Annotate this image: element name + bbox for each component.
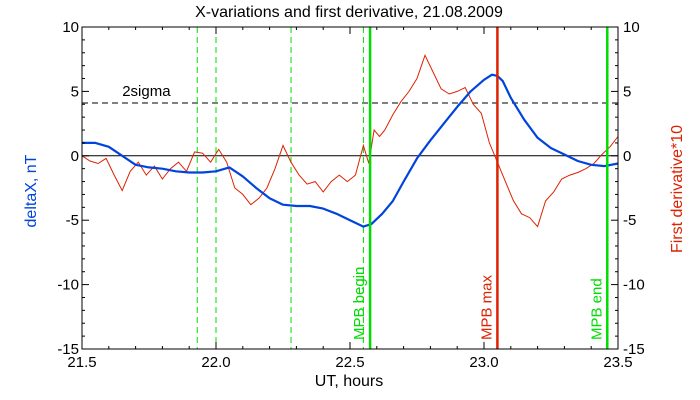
x-axis-label: UT, hours (315, 373, 383, 390)
y-axis-label-left: deltaX, nT (23, 154, 40, 227)
mpb-marker-label: MPB end (588, 278, 605, 340)
y-tick-label-left: 0 (71, 148, 79, 165)
axes-layer: 21.5 22.0 22.5 23.0 23.5-15 -15-10 -10-5 -50 05 5… (57, 19, 644, 371)
y-tick-label-right: 5 (623, 83, 631, 100)
y-tick-label-right: -15 (623, 341, 645, 358)
plot-frame (81, 26, 619, 350)
y-tick-label-left: -15 (57, 341, 79, 358)
chart-title: X-variations and first derivative, 21.08… (195, 4, 503, 21)
y-tick-label-right: 10 (623, 19, 640, 36)
y-tick-label-left: -10 (57, 277, 79, 294)
y-tick-label-right: 0 (623, 148, 631, 165)
deltax-line (82, 73, 619, 228)
y-tick-label-right: -10 (623, 277, 645, 294)
y-tick-label-left: 10 (62, 19, 79, 36)
plot-layer: 2sigma MPB begin MPB max MPB end (81, 27, 619, 349)
derivative-line (81, 53, 619, 228)
mpb-marker-label: MPB begin (351, 267, 368, 340)
x-tick-label: 21.5 (67, 354, 96, 371)
y-axis-label-right: First derivative*10 (669, 125, 686, 253)
y-tick-label-left: -5 (66, 212, 79, 229)
mpb-marker-label: MPB max (478, 274, 495, 340)
x-tick-label: 22.5 (335, 354, 364, 371)
x-tick-label: 23.5 (603, 354, 632, 371)
threshold-label: 2sigma (122, 83, 171, 100)
x-tick-label: 23.0 (469, 354, 498, 371)
x-tick-label: 22.0 (201, 354, 230, 371)
y-tick-label-left: 5 (71, 83, 79, 100)
y-tick-label-right: -5 (623, 212, 636, 229)
